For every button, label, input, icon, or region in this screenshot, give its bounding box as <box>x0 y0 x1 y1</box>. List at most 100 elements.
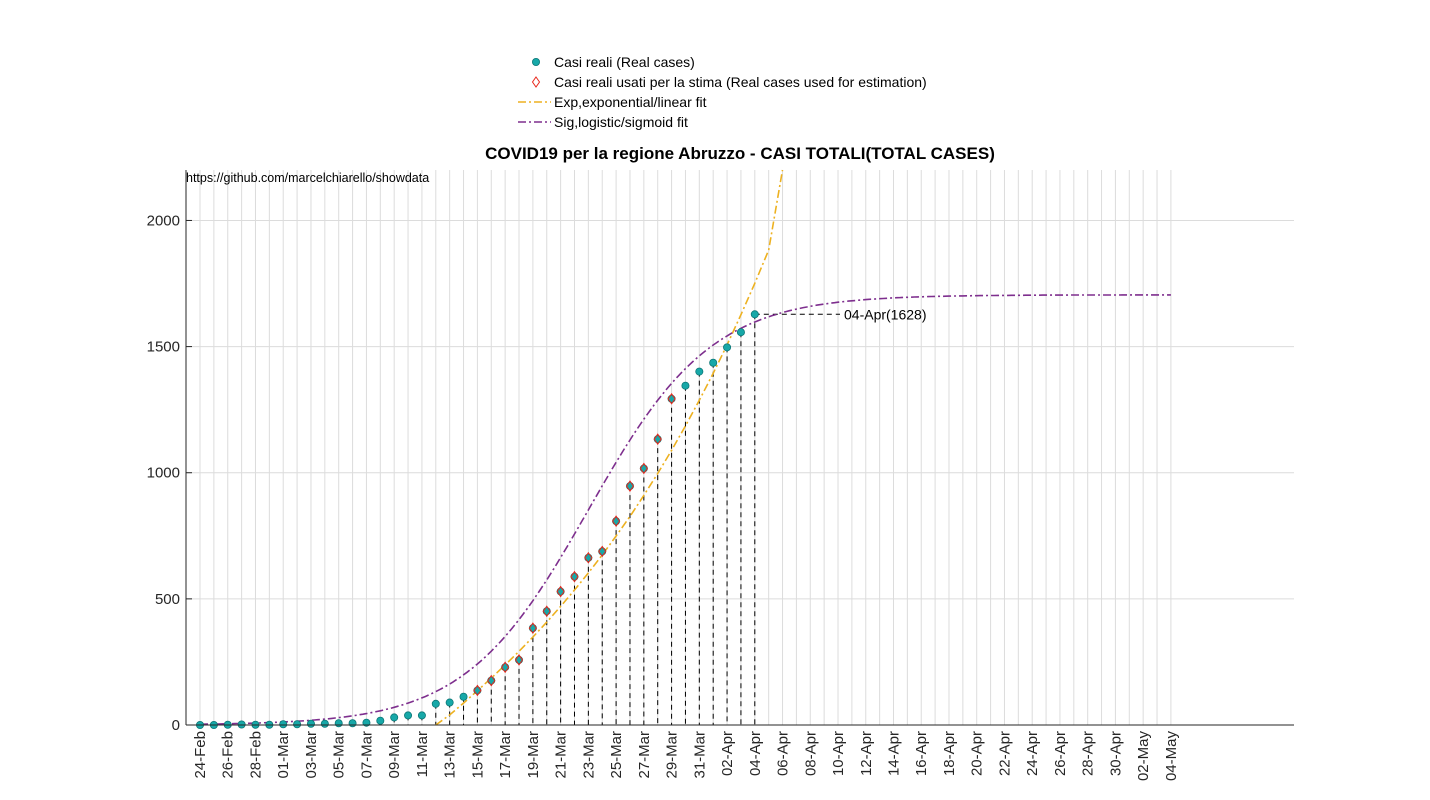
fit-curves <box>200 169 1171 726</box>
x-tick-label: 24-Apr <box>1024 731 1041 776</box>
real-case-point <box>639 464 648 473</box>
x-tick-label: 16-Apr <box>913 731 930 776</box>
real-case-point <box>237 720 246 729</box>
real-case-point <box>542 607 551 616</box>
sigmoid-fit-line <box>200 294 1171 726</box>
x-tick-label: 06-Apr <box>775 731 792 776</box>
estimation-point <box>584 551 593 564</box>
real-case-point <box>473 686 482 695</box>
y-tick-label: 1000 <box>147 465 180 482</box>
real-case-point <box>695 367 704 376</box>
x-tick-label: 17-Mar <box>497 731 514 779</box>
legend: Casi reali (Real cases) Casi reali usati … <box>518 54 927 130</box>
real-case-point <box>431 699 440 708</box>
x-tick-label: 04-Apr <box>747 731 764 776</box>
estimation-point <box>598 545 607 558</box>
real-case-point <box>681 381 690 390</box>
grid-lines <box>186 170 1294 726</box>
x-tick-label: 11-Mar <box>414 731 431 777</box>
x-tick-label: 10-Apr <box>830 731 847 776</box>
real-case-point <box>584 553 593 562</box>
x-tick-label: 28-Apr <box>1080 731 1097 776</box>
real-case-point <box>348 719 357 728</box>
x-tick-label: 26-Feb <box>220 731 237 779</box>
real-case-point <box>334 719 343 728</box>
y-tick-label: 0 <box>172 717 180 734</box>
x-tick-label: 23-Mar <box>580 731 597 779</box>
real-case-point <box>750 310 759 319</box>
source-url-note: https://github.com/marcelchiarello/showd… <box>186 171 429 185</box>
real-case-point <box>709 358 718 367</box>
x-tick-label: 25-Mar <box>608 731 625 779</box>
legend-entry-label: Casi reali (Real cases) <box>554 54 695 70</box>
x-tick-label: 03-Mar <box>303 731 320 779</box>
tick-labels: 0 500 1000 1500 2000 24-Feb 26-Feb 28-Feb 01-Mar… <box>147 212 1180 781</box>
real-case-point <box>515 655 524 664</box>
y-tick-label: 2000 <box>147 212 180 229</box>
y-tick-label: 1500 <box>147 339 180 356</box>
estimation-point <box>570 570 579 583</box>
chart-title: COVID19 per la regione Abruzzo - CASI TO… <box>485 144 995 163</box>
x-tick-label: 26-Apr <box>1052 731 1069 776</box>
annotation-label: 04-Apr(1628) <box>844 306 927 322</box>
x-tick-label: 18-Apr <box>941 731 958 776</box>
legend-entry-label: Sig,logistic/sigmoid fit <box>554 114 688 130</box>
drop-lines <box>227 313 840 725</box>
x-tick-label: 22-Apr <box>996 731 1013 776</box>
real-case-point <box>570 572 579 581</box>
x-tick-label: 09-Mar <box>386 731 403 779</box>
estimation-point <box>667 392 676 405</box>
x-tick-label: 02-Apr <box>719 731 736 776</box>
x-tick-label: 01-Mar <box>275 731 292 779</box>
estimation-point <box>542 605 551 618</box>
estimation-point <box>501 661 510 674</box>
estimation-point <box>639 462 648 475</box>
annotation: 04-Apr(1628) <box>844 306 927 322</box>
estimation-point <box>625 480 635 492</box>
real-case-point <box>293 720 302 729</box>
estimation-point <box>528 622 537 634</box>
estimation-point <box>611 515 621 528</box>
real-case-point <box>556 587 565 596</box>
real-case-point <box>306 719 315 728</box>
legend-entry-label: Exp,exponential/linear fit <box>554 94 707 110</box>
legend-entry-label: Casi reali usati per la stima (Real case… <box>554 74 927 90</box>
y-tick-label: 500 <box>155 591 180 608</box>
x-tick-label: 27-Mar <box>636 731 653 779</box>
real-case-point <box>501 663 510 672</box>
real-case-point <box>320 719 329 728</box>
x-tick-label: 08-Apr <box>802 731 819 776</box>
x-tick-label: 14-Apr <box>886 731 903 776</box>
x-tick-label: 19-Mar <box>525 731 542 779</box>
real-case-point <box>598 547 607 556</box>
x-tick-label: 04-May <box>1163 731 1180 782</box>
real-case-point <box>723 343 732 352</box>
x-tick-label: 07-Mar <box>358 731 375 779</box>
real-case-point <box>445 698 454 707</box>
x-tick-label: 20-Apr <box>969 731 986 776</box>
real-case-point <box>736 328 745 337</box>
real-case-point <box>417 711 426 720</box>
x-tick-label: 28-Feb <box>247 731 264 779</box>
x-tick-label: 30-Apr <box>1107 731 1124 776</box>
x-tick-label: 13-Mar <box>442 731 459 779</box>
real-case-point <box>459 692 468 701</box>
x-tick-label: 29-Mar <box>664 731 681 779</box>
real-case-point <box>487 676 496 685</box>
real-case-point <box>653 435 662 444</box>
real-case-point <box>528 624 537 633</box>
x-tick-label: 21-Mar <box>553 731 570 779</box>
x-tick-label: 02-May <box>1135 731 1152 782</box>
real-case-point <box>279 720 288 729</box>
x-tick-label: 15-Mar <box>469 731 486 779</box>
real-case-point <box>667 394 676 403</box>
estimation-point <box>556 585 565 598</box>
legend-marker <box>531 76 541 88</box>
estimation-point <box>487 674 496 687</box>
estimation-point <box>473 684 482 697</box>
real-case-point <box>404 711 413 720</box>
axes <box>185 170 1294 726</box>
x-tick-label: 12-Apr <box>858 731 875 776</box>
legend-marker <box>532 58 541 67</box>
